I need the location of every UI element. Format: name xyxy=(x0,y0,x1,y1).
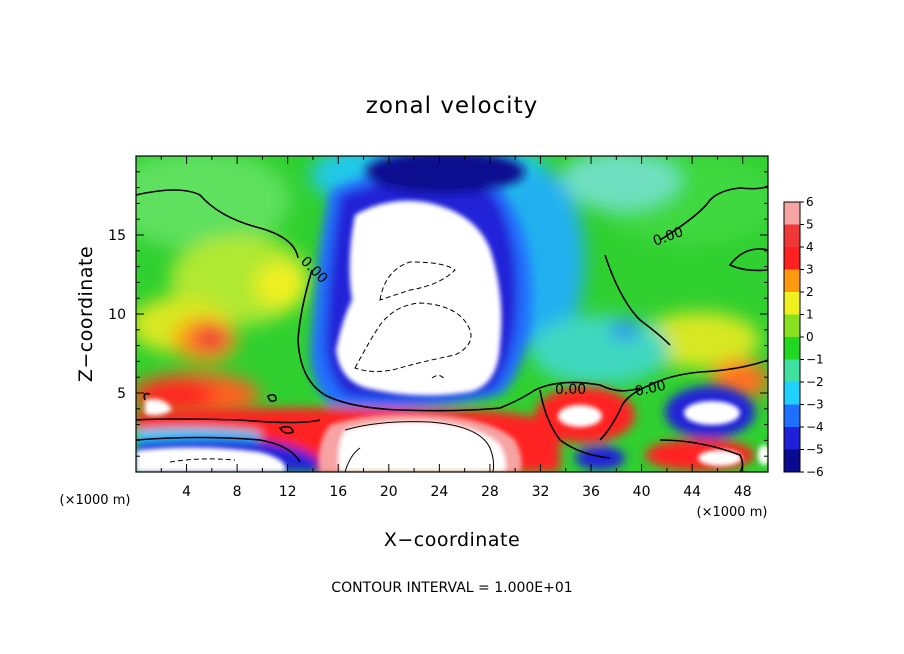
x-tick-label: 32 xyxy=(532,484,550,500)
contour-interval-note: CONTOUR INTERVAL = 1.000E+01 xyxy=(331,580,572,596)
field-region xyxy=(560,156,680,210)
x-tick-label: 28 xyxy=(481,484,499,500)
contour-label: 0.00 xyxy=(634,378,668,400)
colorbar-label: 6 xyxy=(806,195,814,209)
x-unit-right: (×1000 m) xyxy=(697,505,768,520)
contour-line xyxy=(539,389,611,459)
y-tick-label: 15 xyxy=(108,228,126,244)
inner-contours xyxy=(344,421,495,472)
colorbar-label: 2 xyxy=(806,285,814,299)
field-region xyxy=(192,324,228,352)
contour-line xyxy=(604,254,671,346)
x-tick-label: 12 xyxy=(279,484,297,500)
colorbar-swatch xyxy=(784,427,800,450)
colorbar-swatch xyxy=(784,314,800,337)
field-region xyxy=(758,445,768,465)
colorbar-swatch xyxy=(784,337,800,360)
chart-title: zonal velocity xyxy=(366,93,538,119)
contour-line xyxy=(659,185,768,241)
contour-line xyxy=(267,393,277,403)
colorbar-swatch xyxy=(784,247,800,270)
colorbar-swatch xyxy=(784,202,800,225)
x-tick-label: 48 xyxy=(734,484,752,500)
x-tick-label: 44 xyxy=(683,484,701,500)
colorbar-label: −6 xyxy=(806,465,824,479)
field-region xyxy=(336,200,502,396)
heatmap-field: 0.00 0.00 0.00 0.00 xyxy=(136,156,768,472)
colorbar-swatch xyxy=(784,382,800,405)
field-region xyxy=(558,405,602,427)
field-region xyxy=(575,446,625,470)
colorbar: 6 5 4 3 2 1 0 −1 −2 −3 −4 −5 −6 xyxy=(783,195,824,479)
field-region xyxy=(136,447,286,472)
field-region xyxy=(338,421,506,472)
x-tick-label: 8 xyxy=(233,484,242,500)
colorbar-swatch xyxy=(784,359,800,382)
contour-line xyxy=(278,425,294,435)
contour-line xyxy=(297,269,641,412)
colorbar-swatch xyxy=(784,449,800,472)
y-tick-label: 10 xyxy=(108,307,126,323)
contour-line xyxy=(599,359,768,441)
negative-contours xyxy=(169,261,472,463)
colorbar-label: −2 xyxy=(806,375,824,389)
colorbar-label: −3 xyxy=(806,398,824,412)
x-tick-label: 20 xyxy=(380,484,398,500)
field-region xyxy=(365,156,525,194)
contour-line xyxy=(379,261,456,301)
contour-line xyxy=(136,189,299,259)
colorbar-swatch xyxy=(784,292,800,315)
zero-contours xyxy=(136,185,768,472)
y-axis-label: Z−coordinate xyxy=(75,246,97,382)
x-tick-label: 24 xyxy=(430,484,448,500)
field-region xyxy=(684,401,740,425)
contour-line xyxy=(728,248,768,272)
colorbar-label: 3 xyxy=(806,263,814,277)
field-region xyxy=(640,312,760,368)
contour-line xyxy=(143,392,151,401)
y-axis: 5 10 15 xyxy=(108,171,768,457)
colorbar-swatch xyxy=(784,224,800,247)
field-region xyxy=(530,315,670,385)
x-axis: 4 8 12 16 20 24 28 32 36 40 44 48 xyxy=(160,156,752,500)
colorbar-label: 1 xyxy=(806,308,814,322)
x-axis-label: X−coordinate xyxy=(384,529,520,551)
field-region xyxy=(698,450,742,466)
x-tick-label: 36 xyxy=(582,484,600,500)
contour-line xyxy=(169,458,236,463)
contour-line xyxy=(344,447,361,472)
field-region xyxy=(145,399,172,416)
contour-line xyxy=(431,374,446,381)
x-unit-left: (×1000 m) xyxy=(60,493,131,508)
contour-line xyxy=(344,421,495,472)
contour-line xyxy=(136,436,301,463)
y-tick-label: 5 xyxy=(117,386,126,402)
colorbar-label: 5 xyxy=(806,218,814,232)
x-tick-label: 40 xyxy=(633,484,651,500)
colorbar-label: 0 xyxy=(806,330,814,344)
contour-line xyxy=(136,418,321,424)
colorbar-label: −5 xyxy=(806,443,824,457)
colorbar-swatch xyxy=(784,404,800,427)
x-tick-label: 16 xyxy=(329,484,347,500)
colorbar-label: −4 xyxy=(806,420,824,434)
colorbar-label: 4 xyxy=(806,240,814,254)
colorbar-swatch xyxy=(784,269,800,292)
contour-line xyxy=(659,439,744,472)
colorbar-label: −1 xyxy=(806,353,824,367)
contour-line xyxy=(354,302,472,372)
x-tick-label: 4 xyxy=(182,484,191,500)
field-region xyxy=(611,322,639,338)
field-region xyxy=(255,263,305,307)
contour-label: 0.00 xyxy=(555,382,586,398)
